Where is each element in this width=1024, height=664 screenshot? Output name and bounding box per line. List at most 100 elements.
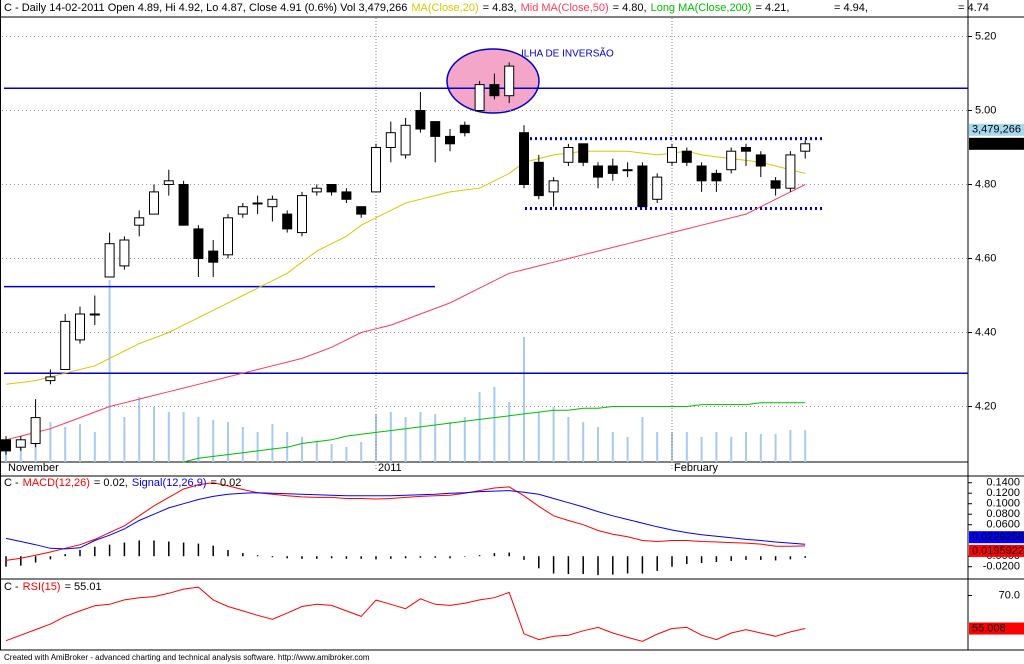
candle-body (533, 161, 544, 197)
candle-body (593, 165, 603, 178)
candle-body (89, 313, 100, 316)
volume-bar (19, 442, 22, 462)
volume-bar (537, 411, 540, 462)
candle-body (1, 439, 11, 452)
candle-body (45, 376, 56, 382)
candle-body (385, 132, 396, 148)
candle-body (770, 180, 781, 189)
pane-header: C - MACD(12,26) = 0.02, Signal(12,26,9) = 0.… (4, 477, 241, 489)
candle-body (548, 180, 559, 193)
candle-body (755, 154, 766, 167)
candle-body (267, 198, 278, 208)
volume-bar (449, 421, 451, 462)
y-tick-label: 5.00 (975, 104, 996, 116)
candle-body (30, 417, 41, 445)
value-box (969, 622, 1024, 635)
volume-bar (153, 406, 155, 462)
candle-body (578, 143, 589, 163)
candle-body (622, 169, 633, 172)
value-label: 4.91 (972, 138, 993, 150)
x-tick-label: November (8, 462, 59, 474)
legend-name: RSI(15) (23, 581, 61, 593)
legend-value: = 4.80, (613, 2, 647, 14)
candle-body (741, 147, 751, 152)
volume-bar (212, 419, 215, 462)
y-tick-label: 4.20 (975, 400, 996, 412)
volume-bar (49, 421, 52, 462)
y-tick-label: 0.1000 (986, 498, 1020, 510)
candle-body (607, 165, 618, 174)
volume-bar (641, 417, 644, 462)
candle-body (371, 147, 381, 193)
volume-bar (271, 423, 274, 462)
volume-bar (389, 411, 392, 462)
candle-body (223, 217, 233, 256)
volume-bar (345, 447, 348, 462)
candle-body (149, 191, 159, 215)
legend-name: Mid MA(Close,50) (521, 2, 609, 14)
volume-bar (582, 421, 585, 462)
legend-value: = 55.01 (65, 581, 102, 593)
candle-body (681, 150, 692, 163)
value-label: 55.008 (972, 622, 1006, 634)
volume-bar (330, 443, 333, 462)
candle-body (785, 154, 796, 189)
candle-body (75, 313, 85, 341)
pane-title: C - Daily 14-02-2011 Open 4.89, Hi 4.92,… (4, 2, 407, 14)
candle-body (178, 184, 189, 226)
candle-body (193, 228, 204, 259)
volume-bar (611, 432, 614, 462)
candle-body (163, 180, 174, 186)
value-box (969, 123, 1024, 136)
volume-bar (552, 406, 555, 462)
pane-title: C - (4, 581, 19, 593)
candle-body (208, 250, 219, 263)
y-tick-label: 70.0 (999, 589, 1020, 601)
value-box (969, 531, 1024, 544)
y-tick-label: 4.80 (975, 178, 996, 190)
volume-bar (789, 429, 792, 462)
candle-body (134, 217, 145, 226)
volume-bar (315, 442, 318, 462)
legend-value: = 4.21, (755, 2, 789, 14)
volume-bar (478, 391, 481, 462)
volume-bar (182, 411, 185, 462)
volume-bar (774, 434, 777, 462)
candle-body (800, 143, 811, 152)
volume-bar (79, 423, 81, 462)
y-tick-label: 0.0600 (986, 519, 1020, 531)
volume-bar (64, 427, 67, 462)
volume-bar (508, 402, 511, 462)
volume-bar (700, 436, 703, 462)
y-tick-label: 0.0800 (986, 508, 1020, 520)
candle-body (119, 239, 130, 267)
candle-body (237, 206, 248, 215)
volume-bar (241, 427, 244, 462)
series-line (5, 490, 806, 550)
footer: Created with AmiBroker - advanced charti… (4, 653, 370, 662)
volume-bar (360, 442, 363, 462)
y-tick-label: 0.1200 (986, 487, 1020, 499)
legend-name: MA(Close,20) (411, 2, 478, 14)
volume-bar (463, 417, 466, 462)
volume-bar (227, 421, 229, 462)
legend-name: MACD(12,26) (23, 477, 90, 489)
volume-bar (685, 432, 688, 462)
value-label: 0.0229258 (972, 531, 1024, 543)
volume-bar (523, 336, 525, 462)
volume-bar (597, 427, 599, 462)
volume-bar (375, 413, 377, 462)
volume-bar (419, 411, 422, 462)
legend-value: = 0.02 (210, 477, 241, 489)
volume-bar (759, 434, 762, 462)
y-tick-label: 4.60 (975, 252, 996, 264)
candle-body (400, 124, 411, 156)
series-line (5, 482, 806, 561)
candle-body (519, 132, 529, 185)
candle-body (711, 172, 722, 182)
candle-body (504, 65, 515, 97)
header-extra: = 4.94, (834, 2, 868, 14)
y-tick-label: 0.1400 (986, 477, 1020, 489)
candle-body (252, 202, 263, 205)
